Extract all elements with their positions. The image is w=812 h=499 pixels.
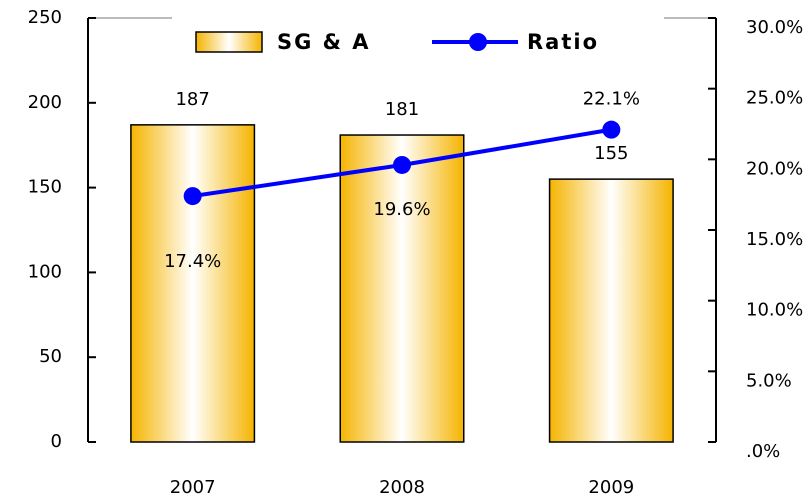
- y-tick-label: 200: [28, 92, 62, 113]
- y2-tick-label: 20.0%: [746, 158, 803, 179]
- y2-tick-label: 15.0%: [746, 229, 803, 250]
- legend-label: Ratio: [527, 30, 599, 54]
- legend-swatch-bar: [195, 31, 263, 53]
- bar-value-label: 181: [385, 99, 419, 120]
- ratio-point: [183, 187, 202, 206]
- x-tick-label: 2007: [170, 477, 216, 498]
- ratio-value-label: 19.6%: [373, 199, 430, 220]
- legend-label: SG & A: [277, 30, 371, 54]
- bar-value-label: 187: [175, 89, 209, 110]
- y-tick-label: 0: [51, 431, 62, 452]
- ratio-value-label: 22.1%: [583, 89, 640, 110]
- bar: [339, 134, 465, 443]
- bar: [548, 178, 674, 443]
- legend-swatch-point: [469, 33, 487, 51]
- bar: [130, 124, 256, 443]
- y-tick-label: 250: [28, 7, 62, 28]
- y-tick-label: 50: [39, 346, 62, 367]
- ratio-value-label: 17.4%: [164, 251, 221, 272]
- y2-tick-label: 10.0%: [746, 300, 803, 321]
- ratio-point: [393, 155, 411, 174]
- y2-tick-label: .0%: [746, 441, 780, 462]
- y2-tick-label: 5.0%: [746, 370, 792, 391]
- y2-tick-label: 30.0%: [746, 17, 803, 38]
- x-tick-label: 2008: [379, 477, 425, 498]
- ratio-point: [602, 120, 621, 139]
- y-tick-label: 100: [28, 261, 62, 282]
- x-tick-label: 2009: [588, 477, 634, 498]
- bar-value-label: 155: [594, 143, 628, 164]
- y-tick-label: 150: [28, 177, 62, 198]
- y2-tick-label: 25.0%: [746, 88, 803, 109]
